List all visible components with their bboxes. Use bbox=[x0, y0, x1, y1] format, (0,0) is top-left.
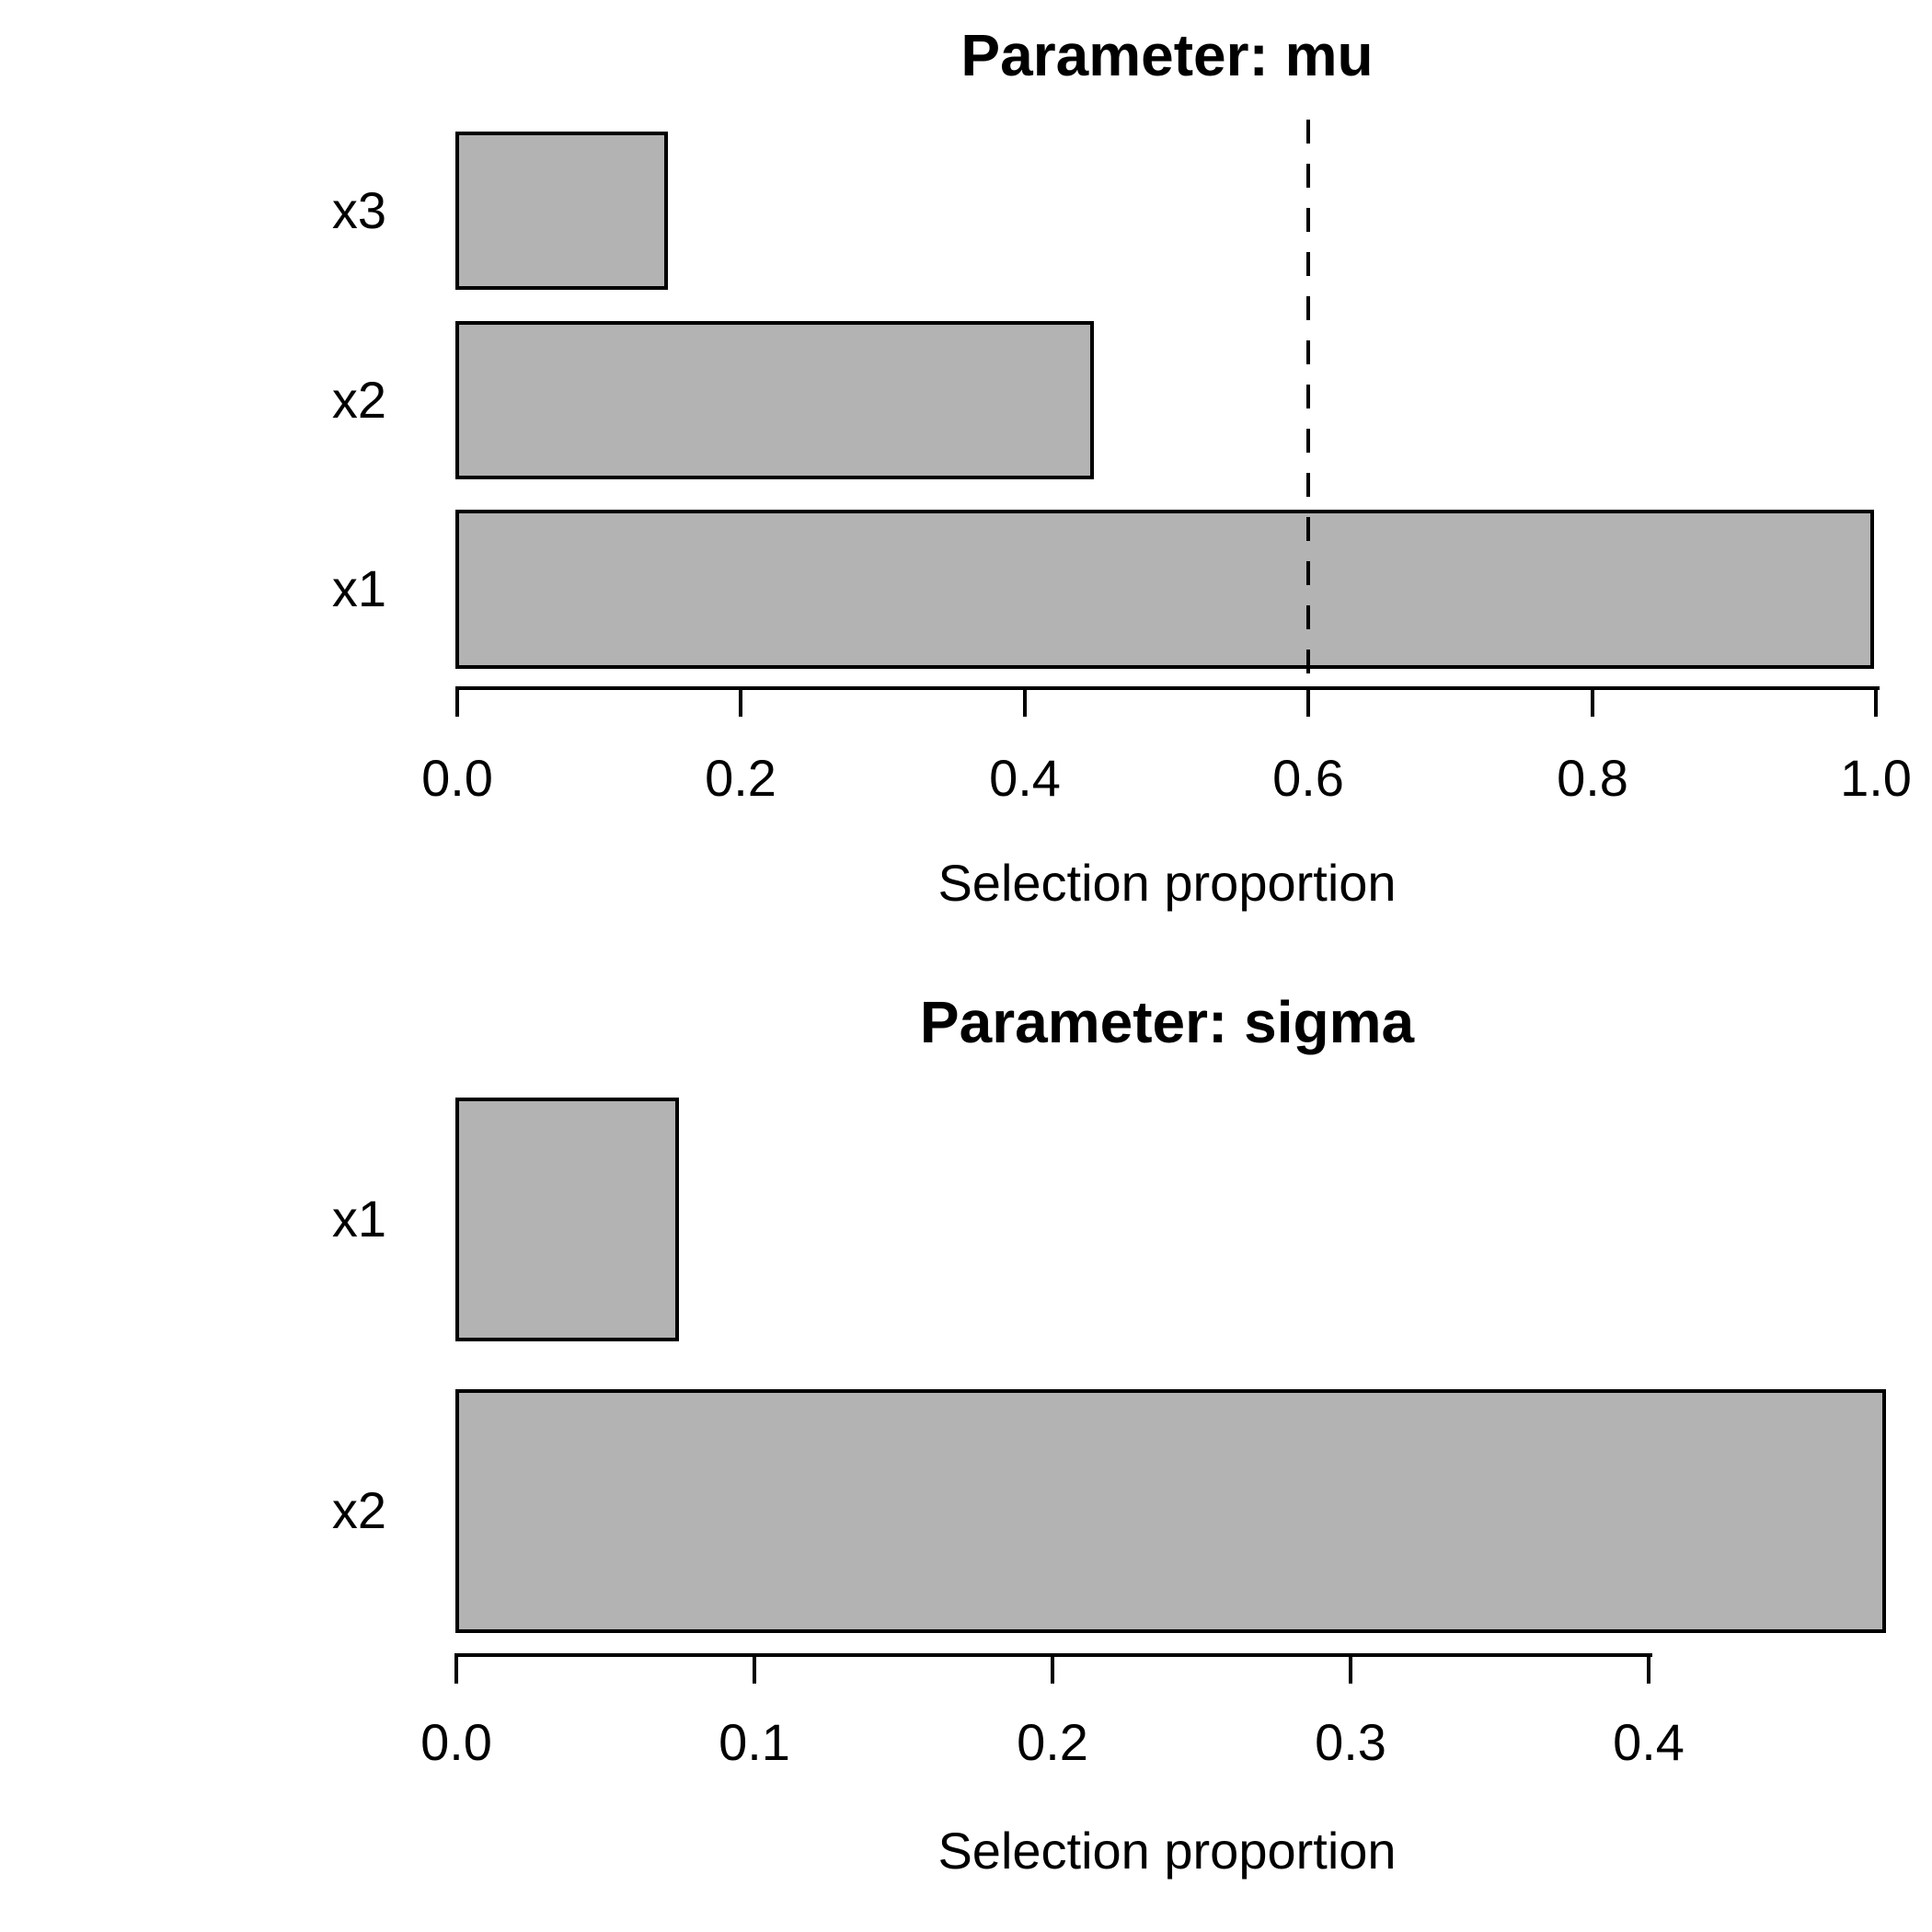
x-tick-label: 0.2 bbox=[705, 749, 776, 807]
x-axis-title: Selection proportion bbox=[937, 1822, 1397, 1880]
x-tick-label: 0.3 bbox=[1315, 1713, 1386, 1771]
bar-x1 bbox=[455, 510, 1874, 669]
bar-x1 bbox=[455, 1098, 679, 1341]
x-tick-label: 0.8 bbox=[1557, 749, 1628, 807]
bar-x3 bbox=[455, 132, 668, 290]
category-label-x3: x3 bbox=[331, 181, 386, 239]
x-tick-label: 0.4 bbox=[1613, 1713, 1685, 1771]
category-label-x2: x2 bbox=[331, 371, 386, 429]
x-tick-label: 1.0 bbox=[1840, 749, 1912, 807]
threshold-line bbox=[1306, 120, 1310, 688]
x-tick-label: 0.2 bbox=[1017, 1713, 1088, 1771]
x-tick-label: 0.4 bbox=[989, 749, 1061, 807]
x-axis-tick bbox=[1647, 1655, 1650, 1684]
x-axis-title: Selection proportion bbox=[937, 854, 1397, 912]
x-axis-tick bbox=[1023, 688, 1027, 717]
x-axis-tick bbox=[753, 1655, 756, 1684]
x-axis-tick bbox=[455, 688, 459, 717]
x-axis-tick bbox=[1874, 688, 1878, 717]
category-label-x2: x2 bbox=[331, 1481, 386, 1539]
x-axis-tick bbox=[1306, 688, 1310, 717]
chart-title-sigma: Parameter: sigma bbox=[919, 989, 1415, 1055]
category-label-x1: x1 bbox=[331, 559, 386, 617]
x-axis-tick bbox=[1051, 1655, 1054, 1684]
category-label-x1: x1 bbox=[331, 1190, 386, 1248]
x-tick-label: 0.0 bbox=[421, 749, 493, 807]
bar-x2 bbox=[455, 321, 1094, 479]
x-tick-label: 0.6 bbox=[1272, 749, 1344, 807]
x-axis-line bbox=[455, 686, 1880, 690]
chart-title-mu: Parameter: mu bbox=[960, 22, 1374, 88]
x-axis-tick bbox=[454, 1655, 458, 1684]
x-axis-tick bbox=[1591, 688, 1594, 717]
x-tick-label: 0.1 bbox=[719, 1713, 790, 1771]
x-tick-label: 0.0 bbox=[420, 1713, 492, 1771]
x-axis-tick bbox=[1349, 1655, 1352, 1684]
bar-x2 bbox=[455, 1389, 1886, 1633]
x-axis-tick bbox=[739, 688, 742, 717]
